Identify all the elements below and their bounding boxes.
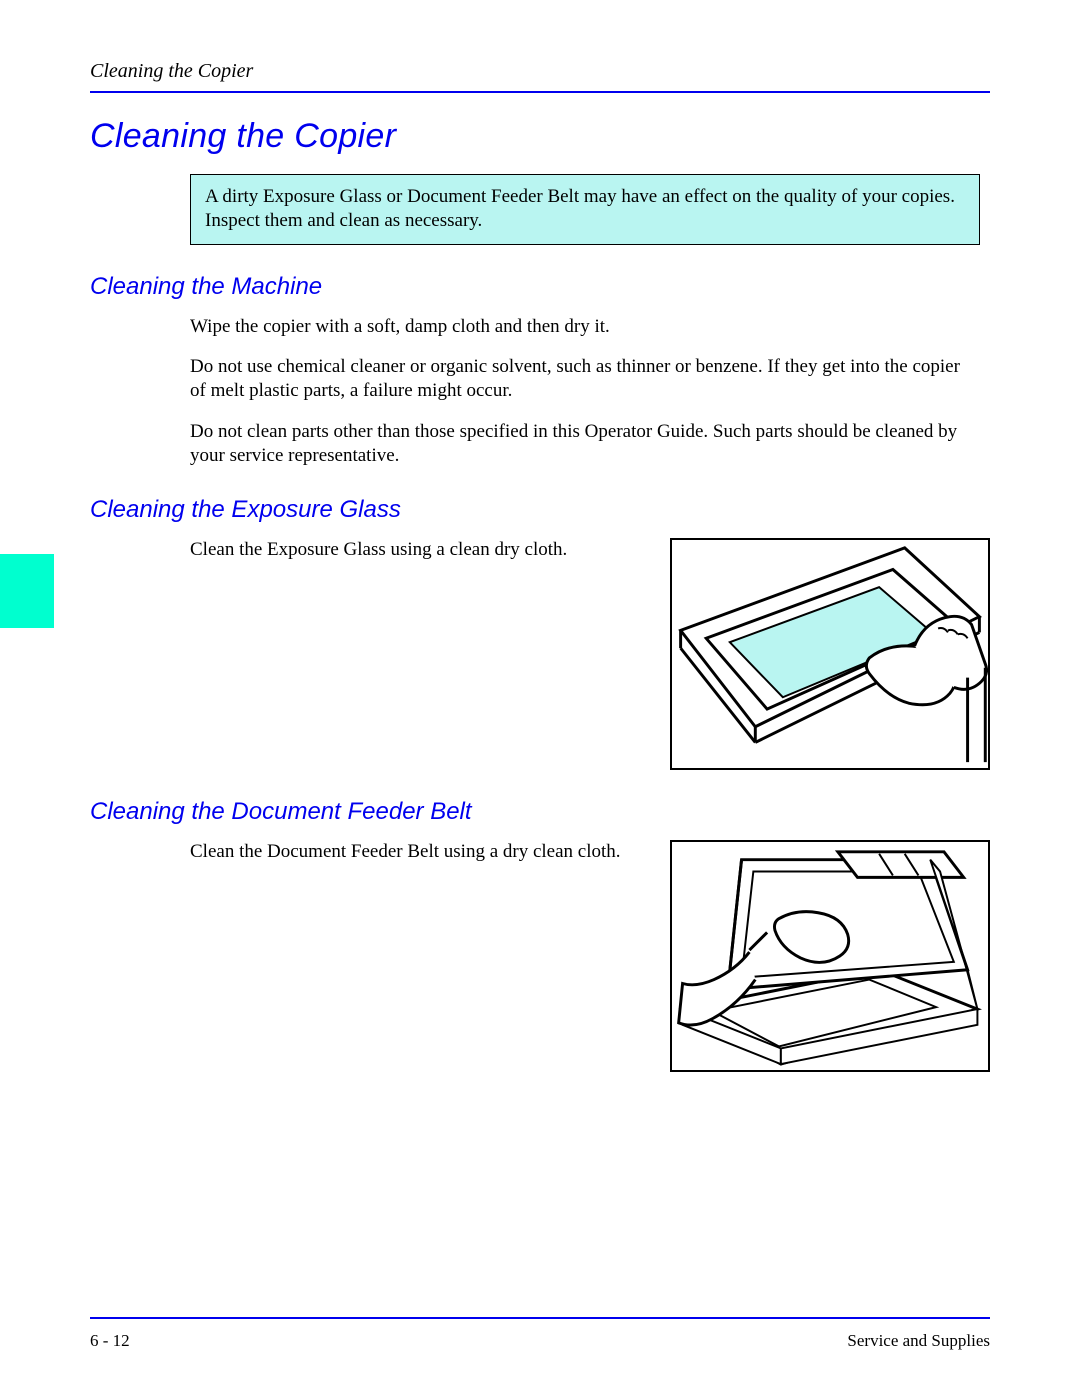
- para: Do not use chemical cleaner or organic s…: [190, 355, 980, 404]
- section-body-machine: Wipe the copier with a soft, damp cloth …: [190, 315, 980, 469]
- info-box-text: A dirty Exposure Glass or Document Feede…: [205, 186, 955, 231]
- section-row-exposure: Clean the Exposure Glass using a clean d…: [190, 538, 990, 770]
- info-box: A dirty Exposure Glass or Document Feede…: [190, 174, 980, 245]
- para: Wipe the copier with a soft, damp cloth …: [190, 315, 980, 339]
- footer-rule: [90, 1317, 990, 1319]
- section-text: Clean the Document Feeder Belt using a d…: [190, 840, 652, 864]
- section-heading-feeder: Cleaning the Document Feeder Belt: [90, 798, 990, 826]
- section-heading-machine: Cleaning the Machine: [90, 273, 990, 301]
- para: Do not clean parts other than those spec…: [190, 420, 980, 469]
- section-row-feeder: Clean the Document Feeder Belt using a d…: [190, 840, 990, 1072]
- section-heading-exposure: Cleaning the Exposure Glass: [90, 496, 990, 524]
- exposure-glass-illustration: [672, 540, 988, 768]
- page-title: Cleaning the Copier: [90, 117, 990, 156]
- footer-page-number: 6 - 12: [90, 1331, 130, 1351]
- document-feeder-illustration: [672, 842, 988, 1070]
- running-header: Cleaning the Copier: [90, 60, 990, 83]
- figure-exposure-glass: [670, 538, 990, 770]
- header-rule: [90, 91, 990, 93]
- page-footer: 6 - 12 Service and Supplies: [90, 1331, 990, 1351]
- footer-section-name: Service and Supplies: [847, 1331, 990, 1351]
- section-text: Clean the Exposure Glass using a clean d…: [190, 538, 652, 562]
- manual-page: Cleaning the Copier Cleaning the Copier …: [0, 0, 1080, 1397]
- figure-document-feeder: [670, 840, 990, 1072]
- section-tab: [0, 554, 54, 628]
